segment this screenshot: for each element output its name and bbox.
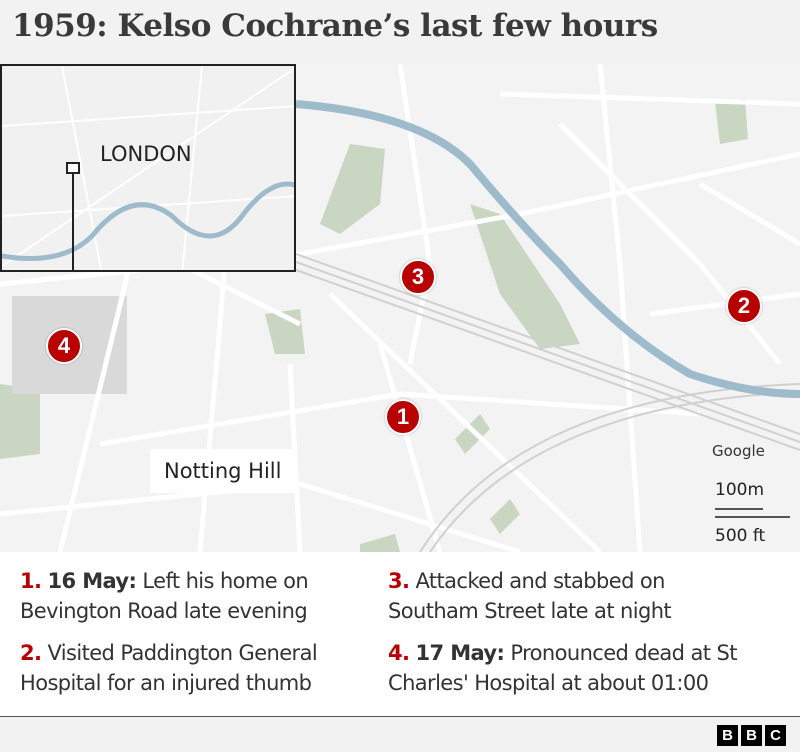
legend-date: 17 May: (415, 641, 505, 665)
london-inset-map: LONDON (0, 64, 296, 272)
legend-text: Visited Paddington General Hospital for … (20, 641, 318, 695)
legend-item-3: 3. Attacked and stabbed on Southam Stree… (388, 566, 728, 626)
legend-item-2: 2. Visited Paddington General Hospital f… (20, 638, 380, 698)
legend-item-1: 1. 16 May: Left his home on Bevington Ro… (20, 566, 380, 626)
legend-number: 3. (388, 569, 410, 593)
marker-4[interactable]: 4 (46, 328, 82, 364)
bbc-logo: B B C (717, 725, 786, 746)
marker-1[interactable]: 1 (385, 399, 421, 435)
canal (295, 100, 800, 398)
legend-number: 1. (20, 569, 42, 593)
legend-item-4: 4. 17 May: Pronounced dead at St Charles… (388, 638, 798, 698)
legend-text: Attacked and stabbed on Southam Street l… (388, 569, 672, 623)
thames (2, 181, 294, 261)
legend: 1. 16 May: Left his home on Bevington Ro… (0, 552, 800, 716)
parks (0, 99, 748, 552)
map-attribution: Google (712, 442, 765, 460)
footer: B B C (0, 716, 800, 752)
scale-imperial: 500 ft (715, 526, 766, 546)
railways (295, 253, 800, 552)
scale-bar-metric (715, 508, 763, 510)
area-locator-box (66, 162, 80, 174)
place-label: Notting Hill (150, 449, 296, 493)
title-bar: 1959: Kelso Cochrane’s last few hours (0, 0, 800, 64)
legend-text: Pronounced dead at St Charles' Hospital … (388, 641, 737, 695)
inset-base (2, 66, 294, 270)
legend-number: 2. (20, 641, 42, 665)
map: LONDON 1 2 3 4 Notting Hill Google 100m … (0, 64, 800, 552)
scale-bar-imperial (715, 516, 790, 518)
scale-metric: 100m (715, 480, 765, 500)
marker-2[interactable]: 2 (726, 288, 762, 324)
inset-label: LONDON (100, 142, 192, 166)
bbc-logo-block: C (765, 725, 786, 746)
bbc-logo-block: B (741, 725, 762, 746)
legend-text: Left his home on Bevington Road late eve… (20, 569, 309, 623)
page-title: 1959: Kelso Cochrane’s last few hours (12, 8, 658, 44)
legend-date: 16 May: (47, 569, 137, 593)
marker-3[interactable]: 3 (400, 259, 436, 295)
bbc-logo-block: B (717, 725, 738, 746)
legend-number: 4. (388, 641, 410, 665)
